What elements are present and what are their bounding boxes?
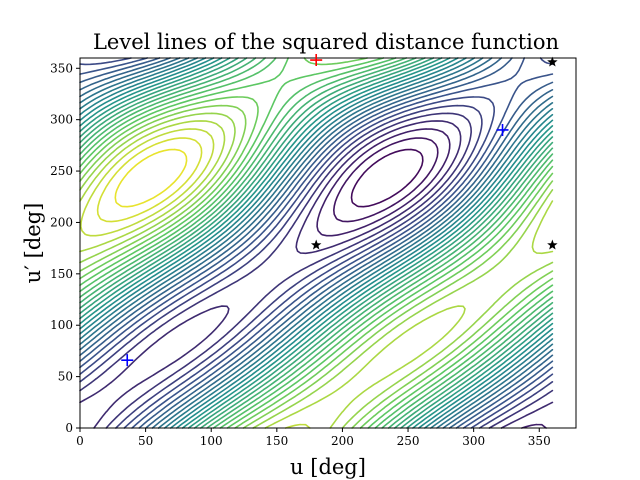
y-tick-label: 50 [58, 370, 73, 384]
contour-level-line [79, 57, 554, 429]
star-marker [310, 239, 322, 250]
contour-level-line [79, 57, 554, 429]
plus-marker [121, 354, 134, 367]
contour-level-line [79, 104, 554, 429]
x-tick-label: 100 [200, 434, 223, 448]
contour-level-line [79, 57, 554, 429]
x-tick-label: 300 [462, 434, 485, 448]
contour-level-line [79, 57, 554, 429]
marker-layer [121, 54, 558, 367]
contour-level-line [79, 120, 554, 429]
contour-level-line [79, 57, 554, 429]
y-tick-label: 200 [50, 215, 73, 229]
x-tick-label: 0 [76, 434, 84, 448]
star-marker [547, 239, 558, 250]
y-tick-label: 350 [50, 61, 73, 75]
y-tick-label: 300 [50, 113, 73, 127]
x-tick-label: 150 [265, 434, 288, 448]
contour-level-line [79, 57, 554, 429]
contour-level-line [350, 148, 424, 208]
y-tick-label: 150 [50, 267, 73, 281]
plot-frame [79, 57, 577, 429]
contour-level-line [79, 120, 554, 429]
contour-level-line [114, 148, 188, 208]
plus-marker [310, 54, 323, 67]
x-tick-label: 200 [331, 434, 354, 448]
y-axis: 0 50 100 150 200 250 300 350 [50, 61, 80, 435]
y-tick-label: 250 [50, 164, 73, 178]
contour-lines [79, 57, 554, 429]
y-axis-label: u′ [deg] [21, 203, 45, 284]
contour-level-line [79, 57, 554, 429]
contour-level-line [80, 128, 311, 429]
contour-level-line [316, 128, 547, 429]
x-axis: 0 50 100 150 200 250 300 350 [76, 428, 551, 448]
x-tick-label: 350 [528, 434, 551, 448]
y-tick-label: 100 [50, 318, 73, 332]
y-tick-label: 0 [65, 421, 73, 435]
contour-level-line [79, 57, 554, 429]
contour-level-line [333, 137, 439, 223]
x-tick-label: 250 [397, 434, 420, 448]
contour-level-line [79, 57, 554, 429]
contour-level-line [79, 57, 554, 429]
star-marker [547, 56, 558, 67]
x-tick-label: 50 [138, 434, 153, 448]
contour-level-line [96, 137, 203, 223]
plus-marker [496, 123, 509, 136]
x-axis-label: u [deg] [290, 455, 366, 479]
contour-level-line [79, 57, 554, 429]
chart-title: Level lines of the squared distance func… [93, 30, 559, 54]
